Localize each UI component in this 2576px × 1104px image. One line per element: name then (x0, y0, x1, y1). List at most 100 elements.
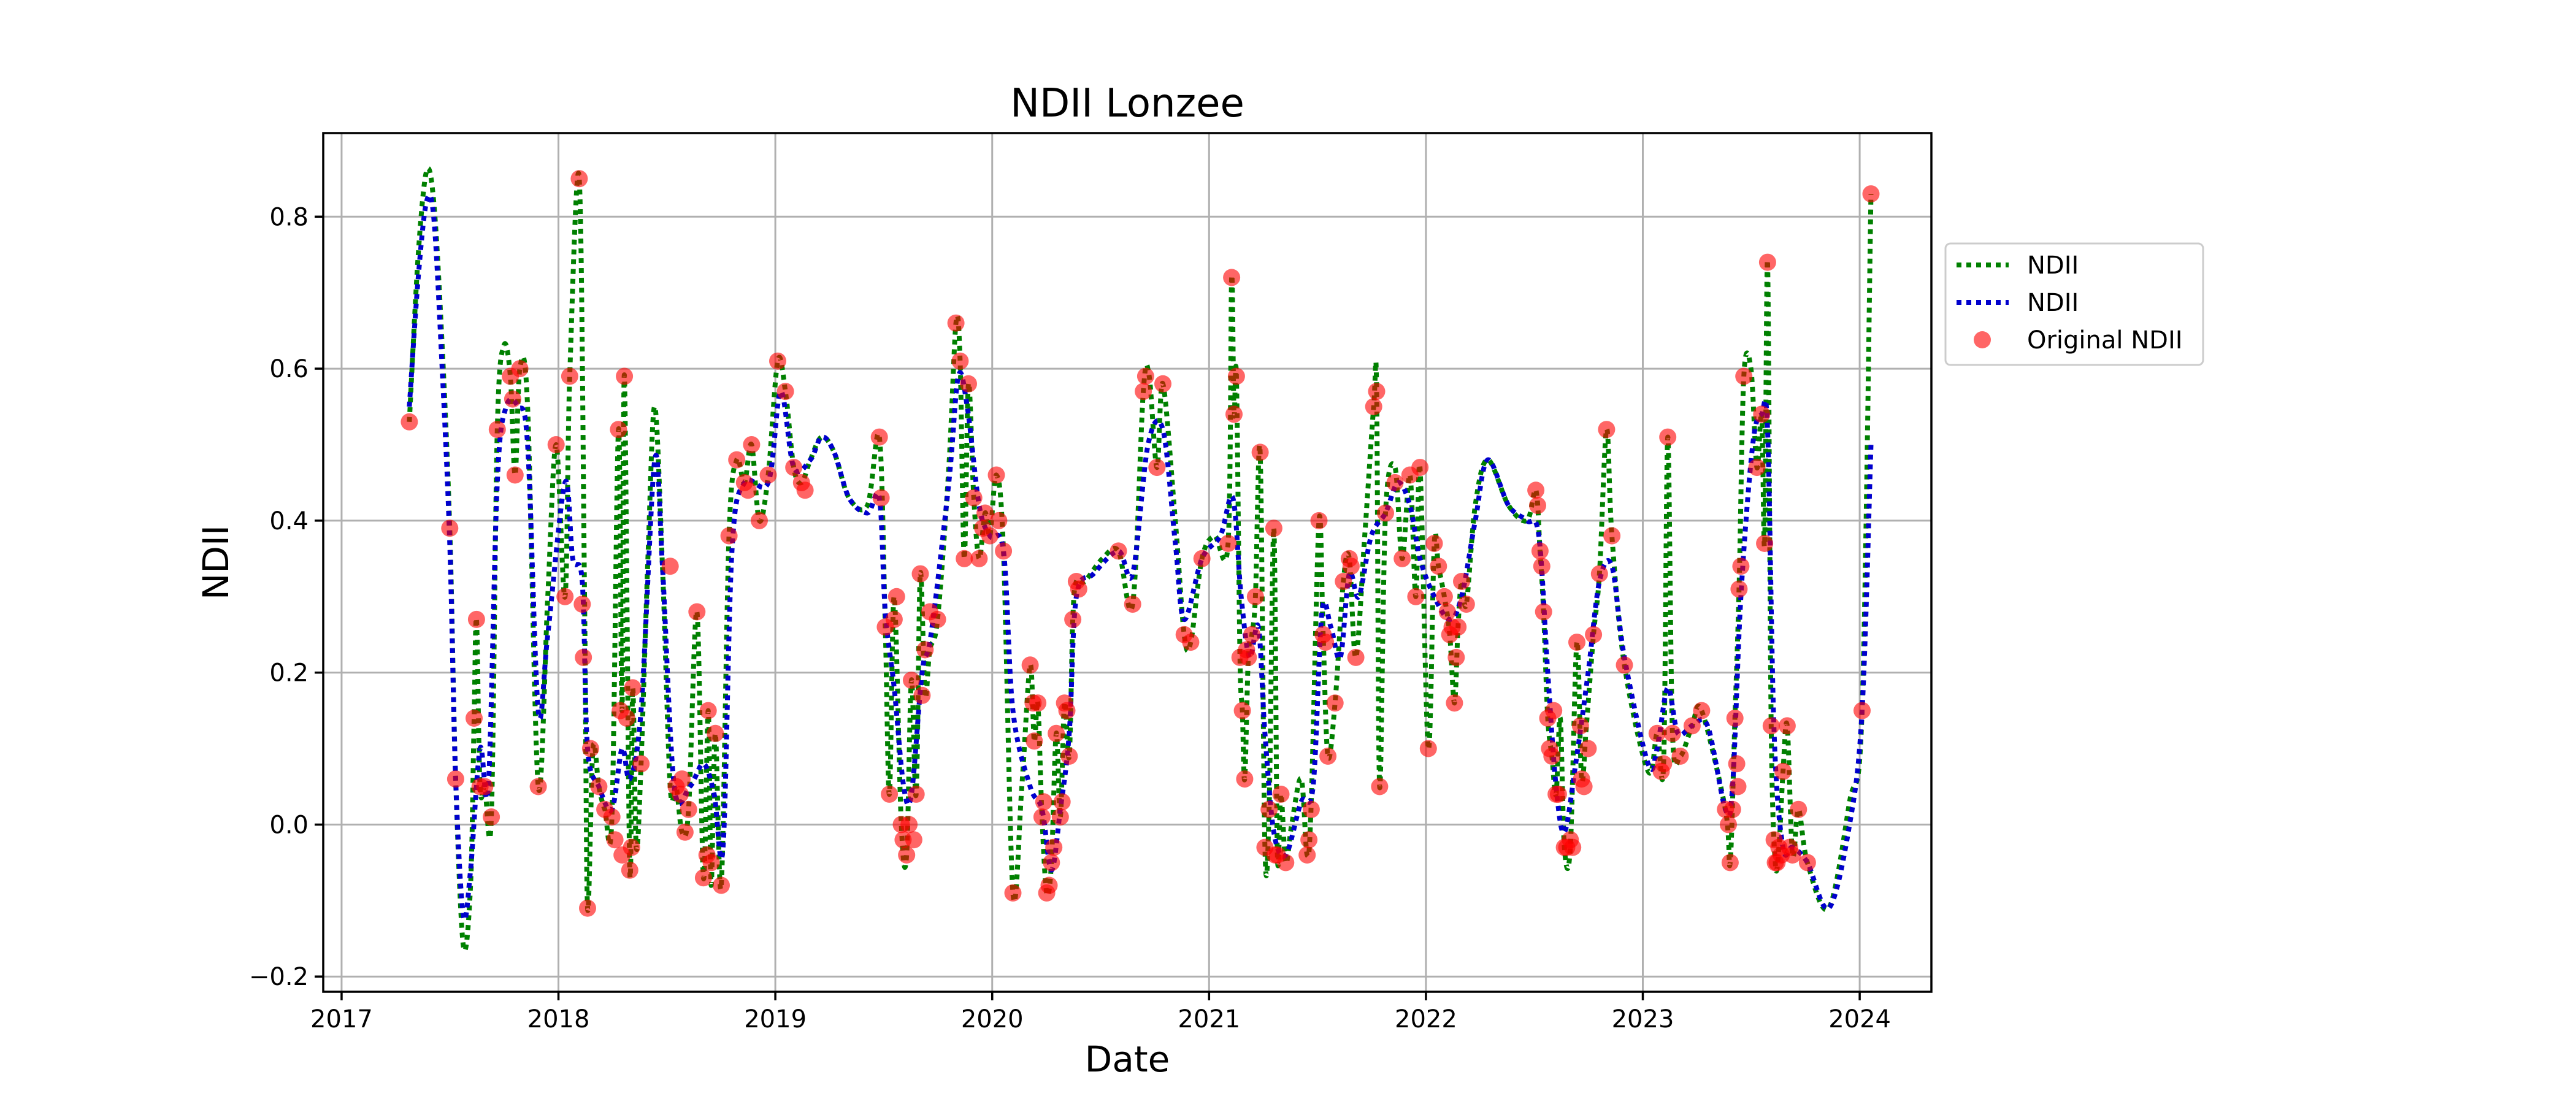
data-point (1438, 603, 1456, 621)
y-tick: 0.0 (269, 811, 323, 839)
x-tick-label: 2017 (310, 1005, 373, 1033)
data-point (1720, 816, 1737, 834)
data-point (676, 823, 694, 841)
data-point (1545, 702, 1563, 719)
data-point (1243, 626, 1261, 643)
data-point (1298, 846, 1316, 864)
data-point (1527, 481, 1545, 499)
data-point (905, 831, 922, 849)
data-point (1603, 527, 1621, 545)
data-point (1446, 694, 1463, 712)
x-tick-label: 2021 (1178, 1005, 1240, 1033)
y-tick-label: −0.2 (249, 963, 309, 991)
chart-title: NDII Lonzee (1010, 81, 1244, 126)
data-point (1227, 367, 1245, 385)
data-point (981, 527, 999, 545)
data-point (581, 740, 599, 757)
y-tick-label: 0.4 (269, 507, 309, 535)
data-point (911, 565, 929, 583)
y-tick: 0.4 (269, 507, 323, 535)
data-point (956, 550, 973, 567)
data-point (447, 770, 464, 788)
data-point (1393, 550, 1411, 567)
data-point (1732, 558, 1750, 575)
y-tick: 0.2 (269, 659, 323, 688)
data-point (699, 702, 717, 719)
data-point (694, 869, 712, 887)
data-point (561, 367, 578, 385)
data-point (702, 854, 720, 872)
data-point (1045, 838, 1063, 856)
data-point (1053, 793, 1071, 811)
data-point (1453, 573, 1470, 590)
data-point (1260, 800, 1278, 818)
data-point (1663, 724, 1681, 742)
data-point (1571, 717, 1589, 735)
data-point (1368, 383, 1386, 401)
y-tick-label: 0.0 (269, 811, 309, 839)
data-point (947, 314, 965, 332)
data-point (759, 466, 777, 484)
x-tick: 2023 (1612, 992, 1674, 1033)
data-point (1060, 747, 1078, 765)
data-point (621, 861, 638, 879)
data-point (1411, 459, 1429, 477)
data-point (1058, 702, 1076, 719)
data-point (590, 778, 608, 795)
data-point (785, 459, 803, 477)
data-point (1579, 740, 1597, 757)
data-point (1251, 443, 1269, 461)
data-point (1342, 558, 1360, 575)
data-point (1386, 473, 1404, 491)
series-layer (401, 166, 1880, 953)
data-point (547, 436, 565, 453)
data-point (506, 466, 524, 484)
data-point (570, 170, 588, 188)
data-point (1124, 596, 1141, 613)
data-point (1655, 755, 1673, 773)
data-point (987, 466, 1005, 484)
data-point (1048, 724, 1065, 742)
data-point (1029, 694, 1047, 712)
data-point (976, 504, 994, 522)
data-point (1135, 383, 1152, 401)
data-point (1449, 618, 1467, 636)
data-point (1585, 626, 1603, 643)
data-point (951, 352, 969, 370)
data-point (688, 603, 706, 621)
data-point (1435, 588, 1453, 605)
data-point (1310, 512, 1328, 529)
data-point (1035, 793, 1052, 811)
data-point (1377, 504, 1394, 522)
data-point (1531, 542, 1549, 560)
data-point (769, 352, 786, 370)
x-tick-label: 2020 (961, 1005, 1024, 1033)
data-point (1753, 405, 1771, 423)
data-point (1728, 755, 1746, 773)
data-point (970, 550, 988, 567)
x-tick: 2019 (744, 992, 807, 1033)
data-point (728, 451, 746, 469)
data-point (898, 846, 916, 864)
data-point (1616, 656, 1633, 674)
x-tick: 2022 (1395, 992, 1457, 1033)
data-point (632, 755, 650, 773)
data-point (1726, 710, 1744, 727)
data-point (707, 724, 724, 742)
data-point (1853, 702, 1871, 719)
data-point (1762, 717, 1780, 735)
data-point (1225, 405, 1243, 423)
data-point (1748, 459, 1766, 477)
data-point (575, 648, 592, 666)
legend-label-blue: NDII (2027, 289, 2079, 317)
y-tick: 0.6 (269, 355, 323, 383)
data-point (573, 596, 591, 613)
data-point (1154, 375, 1171, 393)
data-point (1535, 603, 1552, 621)
data-point (441, 519, 459, 537)
data-point (1778, 717, 1796, 735)
data-point (606, 831, 624, 849)
data-point (1549, 785, 1567, 803)
data-point (1730, 580, 1748, 598)
